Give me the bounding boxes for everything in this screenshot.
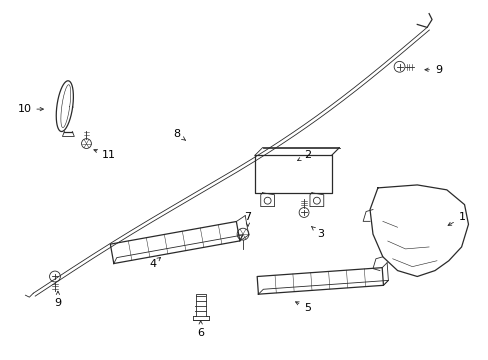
- Text: 8: 8: [173, 129, 185, 140]
- Text: 9: 9: [54, 291, 61, 308]
- Text: 5: 5: [295, 302, 310, 313]
- Text: 10: 10: [17, 104, 43, 114]
- Text: 4: 4: [149, 257, 160, 269]
- Text: 3: 3: [311, 227, 323, 239]
- Text: 7: 7: [244, 212, 251, 226]
- Text: 6: 6: [197, 321, 204, 338]
- Text: 9: 9: [424, 65, 441, 75]
- Text: 1: 1: [447, 212, 465, 225]
- Text: 11: 11: [94, 149, 116, 161]
- Text: 2: 2: [297, 150, 310, 161]
